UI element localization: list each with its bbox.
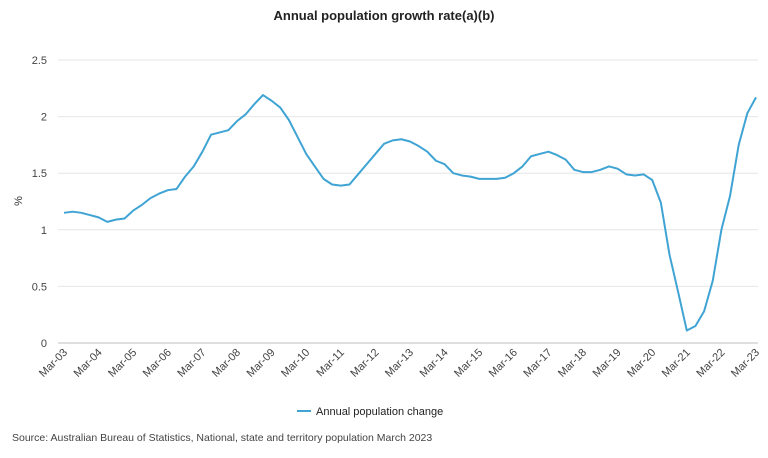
y-tick-label: 2.5: [32, 55, 47, 67]
series-line-annual-population-change: [63, 94, 757, 332]
x-tick-label: Mar-09: [245, 347, 278, 380]
series-group: [63, 94, 757, 332]
x-tick-label: Mar-20: [625, 347, 658, 380]
x-tick-label: Mar-22: [694, 347, 727, 380]
x-tick-label: Mar-11: [314, 347, 347, 380]
x-tick-label: Mar-13: [383, 347, 416, 380]
legend-label: Annual population change: [316, 406, 443, 418]
x-tick-label: Mar-07: [175, 347, 208, 380]
x-tick-label: Mar-03: [37, 347, 70, 380]
x-tick-label: Mar-05: [106, 347, 139, 380]
y-axis-label: %: [13, 196, 25, 206]
x-tick-label: Mar-06: [141, 347, 174, 380]
x-tick-label: Mar-16: [487, 347, 520, 380]
x-tick-label: Mar-19: [591, 347, 624, 380]
x-tick-label: Mar-08: [210, 347, 243, 380]
gridlines: [58, 59, 758, 287]
legend: Annual population change: [297, 406, 443, 418]
x-tick-label: Mar-17: [521, 347, 554, 380]
x-tick-label: Mar-21: [660, 347, 693, 380]
y-tick-label: 1: [41, 225, 47, 237]
x-tick-label: Mar-18: [556, 347, 589, 380]
x-tick-label: Mar-10: [279, 347, 312, 380]
x-tick-label: Mar-04: [72, 347, 105, 380]
y-axis-ticks: 0 0.5 1 1.5 2 2.5: [32, 55, 47, 350]
x-tick-label: Mar-23: [729, 347, 762, 380]
x-tick-label: Mar-12: [348, 347, 381, 380]
x-axis-ticks: Mar-03 Mar-04 Mar-05 Mar-06 Mar-07 Mar-08 Mar-…: [37, 347, 762, 380]
source-note: Source: Australian Bureau of Statistics,…: [12, 432, 433, 444]
y-tick-label: 2: [41, 112, 47, 124]
y-tick-label: 1.5: [32, 168, 47, 180]
x-tick-label: Mar-15: [452, 347, 485, 380]
x-tick-label: Mar-14: [418, 347, 451, 380]
y-tick-label: 0.5: [32, 281, 47, 293]
chart-title: Annual population growth rate(a)(b): [274, 8, 495, 23]
y-tick-label: 0: [41, 338, 47, 350]
